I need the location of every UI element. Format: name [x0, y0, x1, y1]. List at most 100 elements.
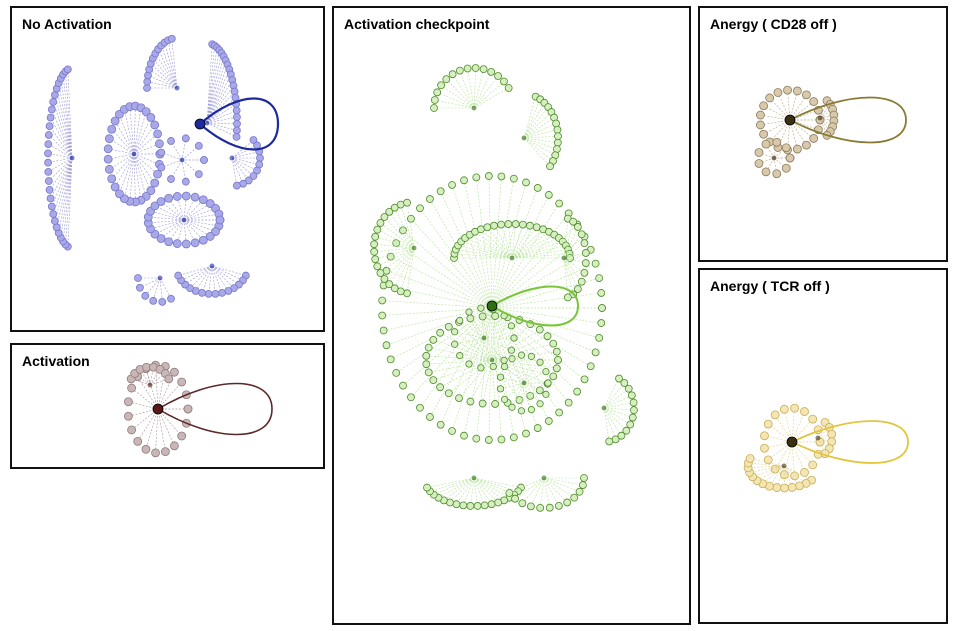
self-loop-edge [157, 382, 273, 436]
network-edge [60, 157, 73, 238]
network-edge [54, 157, 73, 222]
network-subhub [157, 275, 163, 281]
network-node [416, 204, 424, 213]
network-edge [543, 477, 580, 493]
network-edge [511, 224, 516, 259]
network-edge [160, 201, 185, 221]
network-edge [523, 356, 532, 384]
network-node [478, 312, 487, 321]
network-edge [463, 477, 475, 506]
network-node [46, 113, 55, 122]
network-node [370, 240, 379, 249]
network-edge [211, 265, 240, 285]
network-node [489, 362, 497, 371]
network-node [509, 433, 518, 442]
network-node [456, 352, 464, 360]
network-edge [419, 307, 493, 408]
network-node [151, 448, 160, 458]
network-node [754, 159, 764, 168]
network-edge [439, 332, 493, 361]
network-edge [491, 194, 550, 309]
network-node [463, 64, 472, 73]
network-node [772, 483, 782, 492]
network-edge [470, 477, 475, 506]
network-node [390, 284, 399, 293]
network-edge [154, 219, 185, 235]
network-anergy-cd28-off [754, 85, 907, 179]
network-node [535, 325, 544, 334]
network-edge [402, 307, 493, 386]
network-edge [48, 157, 73, 182]
network-edge [491, 187, 538, 309]
panel-title: Anergy ( TCR off ) [710, 278, 830, 294]
network-node [756, 120, 765, 130]
network-edge [491, 178, 515, 309]
network-node [380, 275, 389, 283]
network-edge [488, 307, 493, 440]
network-edge [765, 143, 775, 159]
network-node [518, 220, 527, 229]
network-edge [468, 337, 485, 365]
network-edge [500, 224, 513, 259]
network-node [426, 195, 434, 203]
network-node [792, 86, 802, 96]
network-edge [56, 157, 73, 228]
network-edge [491, 307, 527, 434]
network-edge [206, 56, 224, 124]
network-edge [773, 147, 787, 159]
network-node [49, 98, 58, 106]
network-node [756, 110, 765, 120]
network-edge [483, 325, 512, 339]
network-edge [511, 234, 555, 259]
network-node [232, 132, 241, 141]
network-node [577, 277, 586, 286]
network-edge [511, 231, 550, 259]
network-edge [491, 292, 602, 309]
network-node [533, 424, 542, 432]
network-subhub [521, 135, 527, 141]
network-node [153, 169, 162, 179]
network-edge [184, 265, 213, 285]
network-node [390, 203, 399, 212]
network-node [760, 443, 769, 453]
network-edge [133, 153, 142, 201]
network-node [422, 351, 431, 360]
network-edge [384, 247, 415, 280]
network-edge [476, 177, 493, 309]
network-node [487, 500, 496, 509]
panel-anergy-tcr-off: Anergy ( TCR off ) [698, 268, 948, 624]
network-node [399, 381, 407, 390]
network-node [549, 372, 558, 381]
network-edge [380, 247, 415, 274]
network-node [45, 122, 54, 131]
network-node [150, 201, 160, 211]
network-edge [65, 71, 73, 159]
network-edge [473, 71, 492, 109]
network-edge [51, 157, 73, 207]
network-node [580, 375, 589, 384]
network-edge [150, 63, 178, 89]
network-edge [176, 196, 185, 221]
network-node [47, 202, 56, 211]
network-edge [52, 157, 73, 215]
network-edge [491, 236, 585, 309]
network-node [792, 144, 802, 154]
network-node [479, 65, 488, 74]
network-node [494, 72, 502, 80]
network-edge [491, 317, 508, 361]
network-node [517, 407, 526, 415]
network-node [808, 414, 818, 424]
network-edge [523, 137, 556, 156]
network-edge [157, 49, 178, 89]
central-hub-node [784, 114, 796, 126]
network-edge [752, 465, 785, 478]
network-node [527, 406, 536, 414]
network-node [386, 252, 395, 261]
network-edge [56, 88, 73, 159]
network-edge [480, 337, 485, 368]
network-edge [211, 265, 235, 289]
network-edge [211, 265, 216, 294]
network-node [759, 101, 769, 111]
network-subhub [781, 463, 787, 469]
network-edge [206, 47, 218, 124]
